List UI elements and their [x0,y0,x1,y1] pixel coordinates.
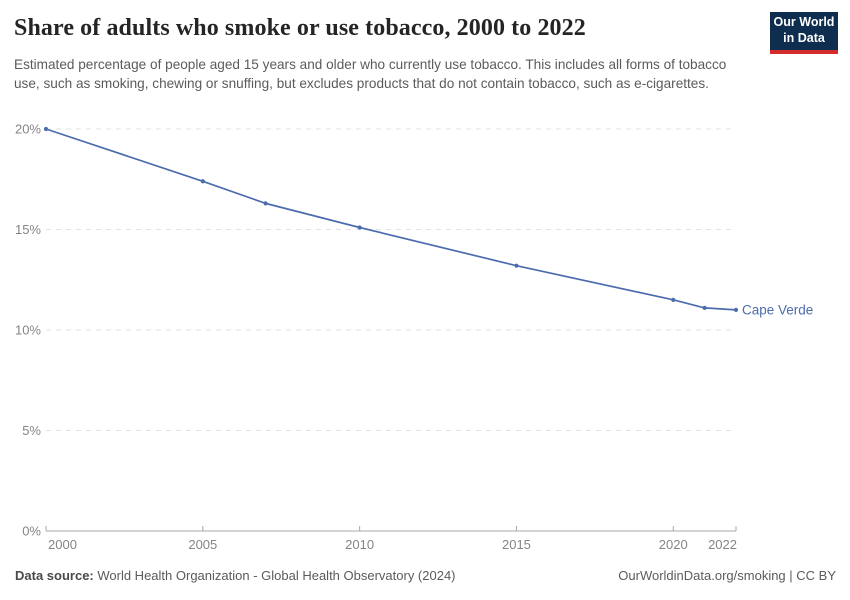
page-title: Share of adults who smoke or use tobacco… [14,15,586,41]
data-source-text: World Health Organization - Global Healt… [93,568,456,583]
data-source-label: Data source: [15,568,94,583]
y-tick-label-0: 0% [22,524,41,539]
data-source: Data source: World Health Organization -… [15,568,456,583]
owid-logo-line2: in Data [783,31,825,45]
x-tick-label-2022: 2022 [708,537,737,552]
y-tick-label-15: 15% [15,222,41,237]
data-point-2022[interactable] [733,307,739,312]
x-tick-label-2005: 2005 [188,537,217,552]
footer-credit-link[interactable]: OurWorldinData.org/smoking | CC BY [618,568,836,583]
y-tick-label-5: 5% [22,423,41,438]
data-point-2007[interactable] [263,201,268,206]
x-tick-label-2015: 2015 [502,537,531,552]
entity-label[interactable]: Cape Verde [742,302,813,317]
x-tick-label-2020: 2020 [659,537,688,552]
footer: Data source: World Health Organization -… [15,568,836,583]
owid-logo-line1: Our World [773,15,835,30]
data-line-cape-verde [45,128,737,311]
data-point-2021[interactable] [702,305,707,310]
data-point-2010[interactable] [357,225,362,230]
x-tick-label-2010: 2010 [345,537,374,552]
data-point-2005[interactable] [200,179,205,184]
y-tick-label-20: 20% [15,122,41,137]
page-subtitle: Estimated percentage of people aged 15 y… [14,57,727,92]
data-point-2015[interactable] [514,263,519,268]
data-point-2000[interactable] [43,126,49,132]
owid-logo[interactable]: Our World in Data [770,12,838,54]
x-tick-label-2000: 2000 [48,537,77,552]
y-tick-label-10: 10% [15,323,41,338]
data-point-2020[interactable] [671,297,676,302]
